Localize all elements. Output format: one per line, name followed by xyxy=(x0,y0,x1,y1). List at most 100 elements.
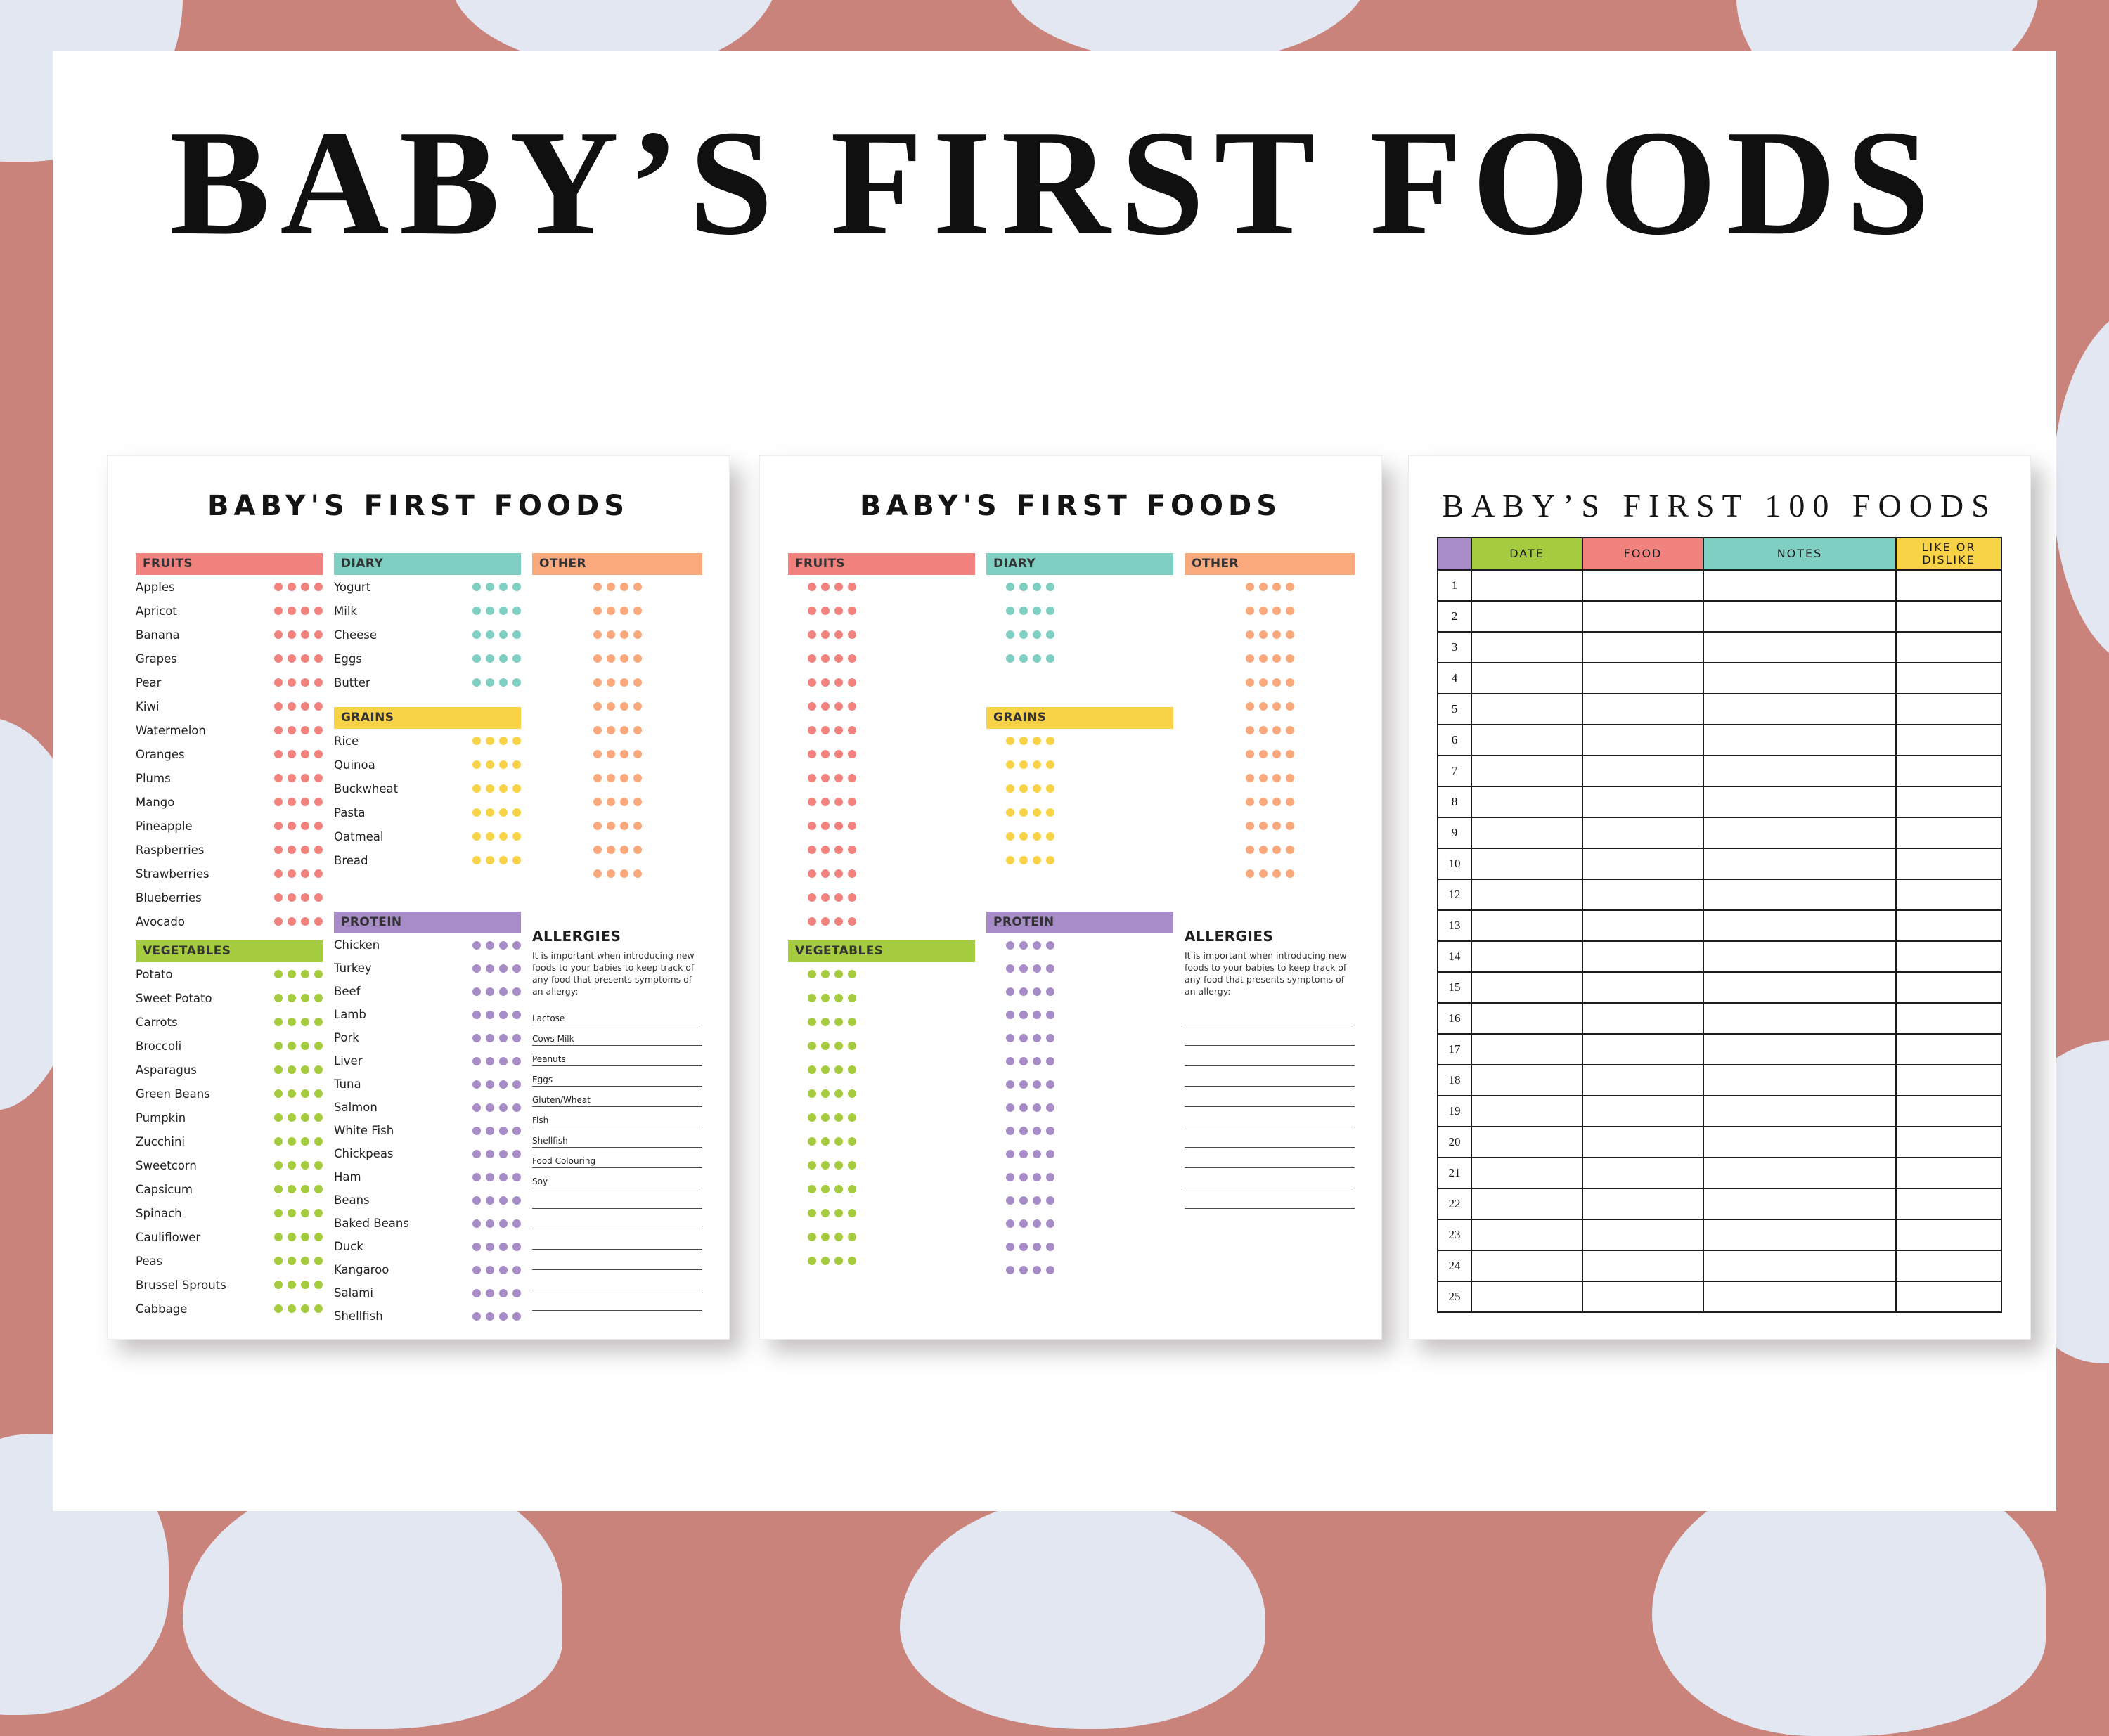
tracker-dots[interactable] xyxy=(593,678,642,687)
tracker-dots[interactable] xyxy=(808,1161,856,1170)
tracker-dot[interactable] xyxy=(472,1033,481,1042)
tracker-dot[interactable] xyxy=(606,654,615,663)
tracker-dot[interactable] xyxy=(288,1161,296,1170)
tracker-dots[interactable] xyxy=(274,1042,323,1050)
tracker-dots[interactable] xyxy=(472,1196,521,1205)
tracker-dot[interactable] xyxy=(1046,1103,1054,1112)
food-cell[interactable] xyxy=(1582,600,1704,633)
date-cell[interactable] xyxy=(1471,1126,1583,1158)
tracker-dot[interactable] xyxy=(808,607,816,615)
date-cell[interactable] xyxy=(1471,1157,1583,1189)
tracker-dots[interactable] xyxy=(808,654,856,663)
tracker-dot[interactable] xyxy=(606,607,615,615)
tracker-dot[interactable] xyxy=(821,1137,830,1146)
tracker-dot[interactable] xyxy=(1272,774,1281,782)
tracker-dot[interactable] xyxy=(1046,1126,1054,1135)
allergy-line[interactable]: Shellfish xyxy=(532,1127,702,1148)
tracker-dot[interactable] xyxy=(1006,760,1014,769)
tracker-dots[interactable] xyxy=(1006,1056,1054,1065)
tracker-dot[interactable] xyxy=(301,607,309,615)
tracker-dot[interactable] xyxy=(1033,832,1041,841)
like-or-dislike-cell[interactable] xyxy=(1895,1095,2002,1127)
tracker-dot[interactable] xyxy=(1285,750,1294,758)
tracker-dots[interactable] xyxy=(472,583,521,591)
allergy-line[interactable]: Food Colouring xyxy=(532,1148,702,1168)
notes-cell[interactable] xyxy=(1703,817,1897,849)
like-or-dislike-cell[interactable] xyxy=(1895,1219,2002,1251)
tracker-dot[interactable] xyxy=(808,1233,816,1241)
tracker-dot[interactable] xyxy=(848,726,856,734)
tracker-dot[interactable] xyxy=(486,1010,494,1019)
tracker-dot[interactable] xyxy=(1272,846,1281,854)
tracker-dot[interactable] xyxy=(499,940,508,950)
tracker-dots[interactable] xyxy=(472,832,521,841)
tracker-dot[interactable] xyxy=(499,808,508,817)
allergy-blank-line[interactable] xyxy=(1185,1046,1355,1066)
tracker-dot[interactable] xyxy=(486,856,494,864)
tracker-dot[interactable] xyxy=(593,750,602,758)
tracker-dot[interactable] xyxy=(472,630,481,639)
food-cell[interactable] xyxy=(1582,724,1704,756)
tracker-dot[interactable] xyxy=(288,970,296,978)
tracker-dot[interactable] xyxy=(834,1233,843,1241)
notes-cell[interactable] xyxy=(1703,1002,1897,1035)
tracker-dot[interactable] xyxy=(1272,869,1281,878)
tracker-dot[interactable] xyxy=(314,583,323,591)
tracker-dot[interactable] xyxy=(274,994,283,1002)
tracker-dot[interactable] xyxy=(1245,798,1254,806)
tracker-dot[interactable] xyxy=(1258,654,1268,663)
tracker-dot[interactable] xyxy=(1272,607,1281,615)
tracker-dot[interactable] xyxy=(848,1137,856,1146)
tracker-dot[interactable] xyxy=(1272,654,1281,663)
tracker-dot[interactable] xyxy=(472,654,481,663)
tracker-dot[interactable] xyxy=(486,607,494,615)
tracker-dot[interactable] xyxy=(499,832,508,841)
tracker-dot[interactable] xyxy=(1046,1242,1054,1251)
tracker-dot[interactable] xyxy=(274,1185,283,1193)
tracker-dot[interactable] xyxy=(593,678,602,687)
tracker-dot[interactable] xyxy=(633,678,642,687)
tracker-dot[interactable] xyxy=(301,1209,309,1217)
tracker-dot[interactable] xyxy=(1006,1242,1014,1251)
tracker-dots[interactable] xyxy=(472,1265,521,1274)
allergy-line[interactable]: Eggs xyxy=(532,1066,702,1087)
tracker-dot[interactable] xyxy=(486,1103,494,1112)
tracker-dot[interactable] xyxy=(1046,1010,1054,1019)
tracker-dot[interactable] xyxy=(834,726,843,734)
tracker-dots[interactable] xyxy=(808,1257,856,1265)
food-cell[interactable] xyxy=(1582,755,1704,787)
date-cell[interactable] xyxy=(1471,786,1583,818)
notes-cell[interactable] xyxy=(1703,1095,1897,1127)
food-cell[interactable] xyxy=(1582,1219,1704,1251)
allergy-blank-line[interactable] xyxy=(1185,1087,1355,1107)
tracker-dot[interactable] xyxy=(1019,940,1028,950)
tracker-dot[interactable] xyxy=(499,737,508,745)
tracker-dot[interactable] xyxy=(314,630,323,639)
date-cell[interactable] xyxy=(1471,879,1583,911)
tracker-dot[interactable] xyxy=(619,583,628,591)
tracker-dot[interactable] xyxy=(619,678,628,687)
tracker-dot[interactable] xyxy=(1046,1172,1054,1181)
notes-cell[interactable] xyxy=(1703,1219,1897,1251)
tracker-dot[interactable] xyxy=(1006,737,1014,745)
tracker-dot[interactable] xyxy=(848,1209,856,1217)
allergy-blank-line[interactable] xyxy=(1185,1148,1355,1168)
tracker-dots[interactable] xyxy=(274,750,323,758)
tracker-dots[interactable] xyxy=(472,1010,521,1019)
tracker-dots[interactable] xyxy=(274,1209,323,1217)
tracker-dot[interactable] xyxy=(834,630,843,639)
tracker-dot[interactable] xyxy=(606,846,615,854)
tracker-dot[interactable] xyxy=(1006,1010,1014,1019)
tracker-dot[interactable] xyxy=(486,630,494,639)
like-or-dislike-cell[interactable] xyxy=(1895,1281,2002,1313)
tracker-dot[interactable] xyxy=(808,798,816,806)
tracker-dot[interactable] xyxy=(593,702,602,711)
tracker-dots[interactable] xyxy=(472,1219,521,1228)
tracker-dot[interactable] xyxy=(301,1113,309,1122)
tracker-dot[interactable] xyxy=(288,726,296,734)
tracker-dots[interactable] xyxy=(1006,987,1054,996)
notes-cell[interactable] xyxy=(1703,1281,1897,1313)
tracker-dot[interactable] xyxy=(499,654,508,663)
tracker-dot[interactable] xyxy=(486,678,494,687)
tracker-dot[interactable] xyxy=(619,607,628,615)
